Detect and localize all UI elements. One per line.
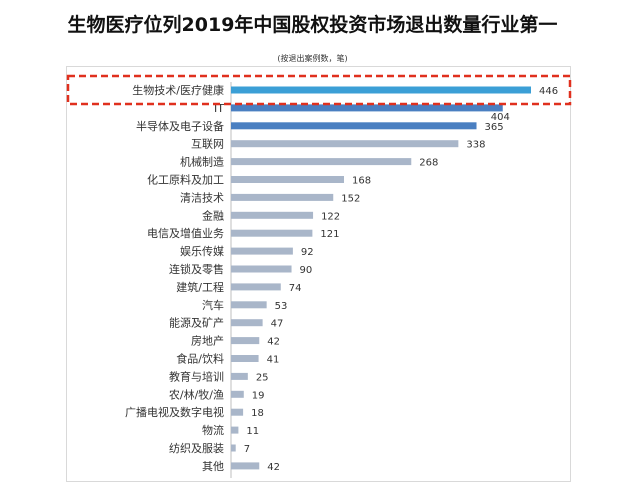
bar [231,247,293,255]
bar [231,319,263,327]
value-label: 446 [539,86,558,97]
category-label: 教育与培训 [169,369,224,383]
value-label: 404 [491,112,510,123]
bar [231,104,503,112]
category-label: 纺织及服装 [169,441,224,455]
category-label: 物流 [202,423,224,437]
bar [231,301,267,309]
bar [231,193,334,201]
value-label: 92 [301,247,314,258]
value-label: 47 [271,319,284,330]
bar [231,426,239,434]
bar [231,355,259,362]
category-label: 金融 [202,208,224,222]
chart-subtitle: (按退出案例数，笔) [277,54,348,63]
value-label: 42 [267,337,280,348]
bar [231,337,260,345]
bar [231,462,260,470]
category-label: 食品/饮料 [176,352,224,366]
bar [231,158,412,166]
value-label: 19 [252,390,265,401]
category-label: IT [214,102,224,115]
highlight-frame [66,74,572,106]
category-label: 农/林/牧/渔 [169,387,224,401]
bar [231,122,477,130]
value-label: 152 [341,193,360,204]
category-label: 其他 [202,460,224,473]
value-label: 25 [256,372,269,383]
bar [231,229,313,237]
value-label: 74 [289,283,302,294]
category-label: 娱乐传媒 [180,244,224,258]
bar [231,408,244,416]
category-label: 生物技术/医疗健康 [132,83,224,97]
value-label: 41 [267,355,280,366]
bar [231,265,292,273]
chart-title: 生物医疗位列2019年中国股权投资市场退出数量行业第一 [67,14,558,36]
value-label: 122 [321,211,340,222]
category-label: 房地产 [191,334,224,348]
chart-frame [66,66,571,482]
value-label: 365 [485,122,504,133]
value-label: 268 [419,158,438,169]
bar [231,211,314,219]
category-label: 化工原料及加工 [147,173,224,187]
category-label: 建筑/工程 [176,280,224,294]
value-label: 121 [320,229,339,240]
category-label: 半导体及电子设备 [136,119,224,133]
bar [231,86,531,94]
value-label: 11 [246,426,259,437]
category-label: 能源及矿产 [169,316,224,330]
category-label: 机械制造 [180,155,224,169]
category-label: 清洁技术 [180,191,224,204]
bar [231,444,236,452]
value-label: 18 [251,408,264,419]
value-label: 90 [300,265,313,276]
category-label: 连锁及零售 [169,262,224,276]
value-label: 42 [267,462,280,473]
category-label: 汽车 [202,298,224,312]
value-label: 338 [466,140,485,151]
value-label: 7 [244,444,250,455]
bar [231,283,281,291]
category-label: 互联网 [191,138,224,151]
category-label: 电信及增值业务 [147,226,224,240]
bar [231,140,459,148]
bar [231,176,345,183]
bar [231,372,248,380]
bar [231,390,244,398]
value-label: 53 [275,301,288,312]
category-label: 广播电视及数字电视 [125,405,224,419]
value-label: 168 [352,176,371,187]
